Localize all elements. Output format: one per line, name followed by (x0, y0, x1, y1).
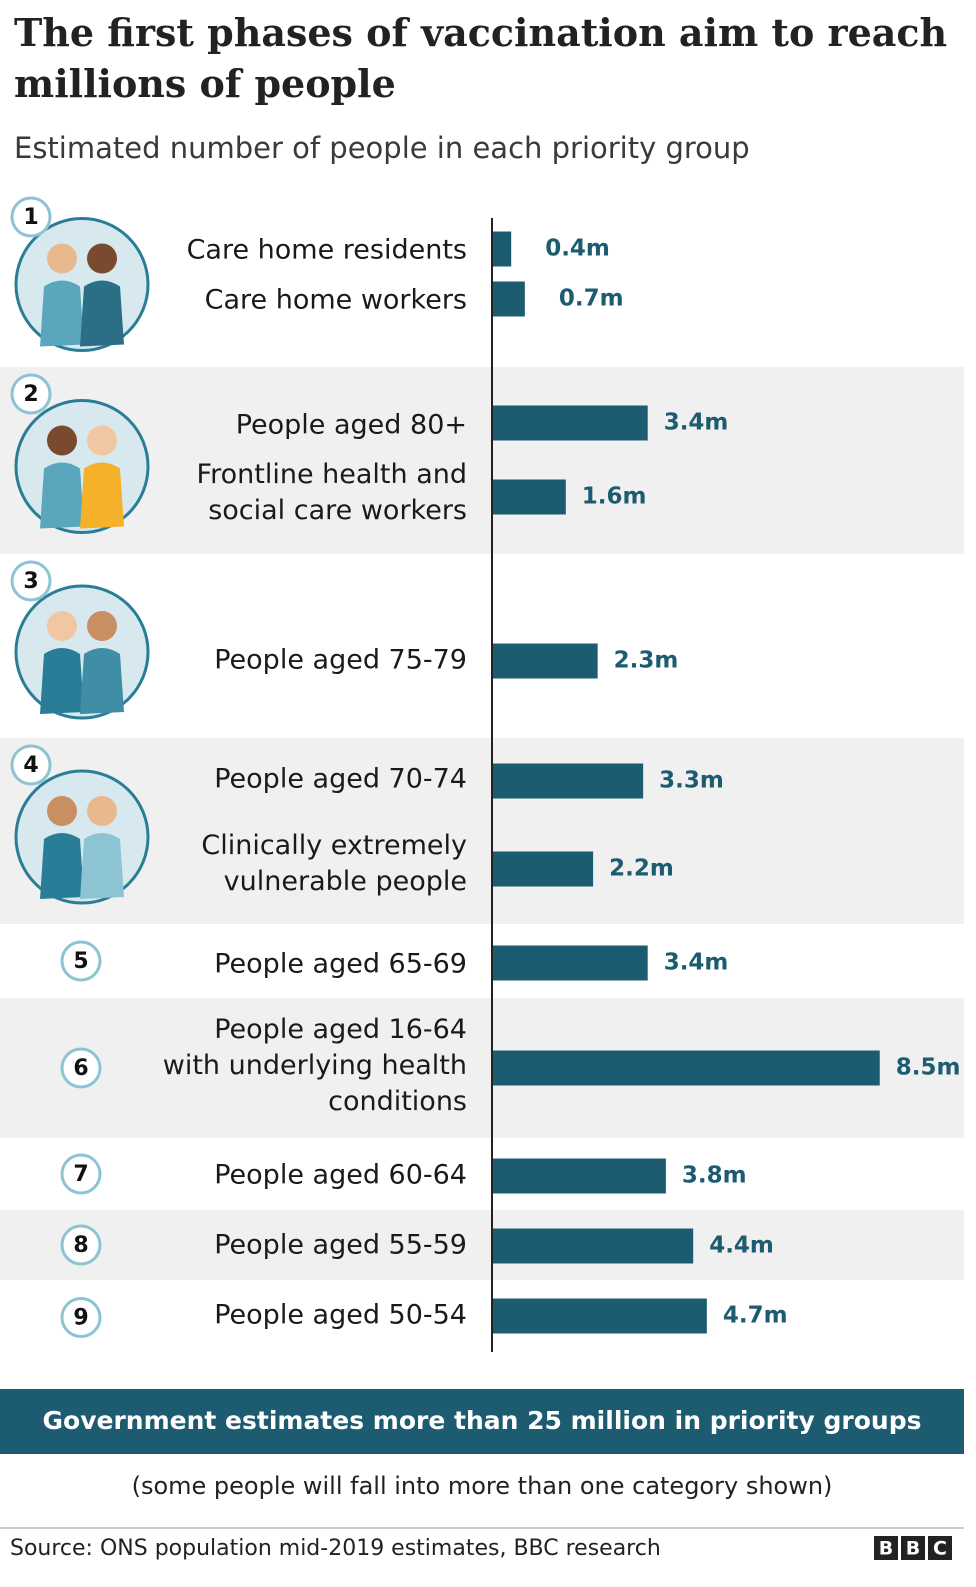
bar (493, 1298, 707, 1334)
figure-body (80, 462, 124, 529)
bar (493, 1050, 880, 1086)
bar (493, 405, 648, 441)
figure-head (87, 425, 117, 456)
logo-block (901, 1536, 925, 1560)
category-label: People aged 50-54 (214, 1300, 467, 1331)
value-label: 0.7m (559, 286, 624, 312)
figure-body (40, 280, 84, 347)
logo-letter: B (879, 1538, 893, 1560)
figure-head (87, 796, 117, 826)
category-label: People aged 16-64 with underlying health c… (163, 1014, 467, 1117)
group-number: 8 (73, 1233, 88, 1258)
badge-circle (10, 196, 52, 238)
figure-head (47, 611, 77, 641)
value-label: 0.4m (545, 236, 610, 262)
value-label: 2.3m (614, 648, 679, 674)
category-label: Care home workers (205, 285, 467, 316)
bar (493, 479, 566, 515)
group-number: 4 (23, 753, 38, 778)
value-label: 8.5m (896, 1055, 961, 1081)
figure-head (47, 425, 77, 456)
banner (0, 1389, 964, 1454)
figure-head (87, 611, 117, 641)
group-number: 2 (23, 382, 38, 407)
group-number: 5 (73, 949, 88, 974)
category-label: Clinically extremely vulnerable people (201, 830, 467, 897)
value-label: 1.6m (582, 484, 647, 510)
logo-block (928, 1536, 952, 1560)
category-label: People aged 80+ (236, 410, 467, 441)
figure-body (40, 648, 84, 714)
category-label: People aged 70-74 (214, 764, 467, 795)
bar (493, 1228, 694, 1264)
bar (493, 643, 598, 679)
group-icon: 1 (10, 196, 150, 352)
category-label: People aged 60-64 (214, 1160, 467, 1191)
group-number: 7 (73, 1162, 88, 1187)
value-label: 2.2m (609, 856, 674, 882)
figure-head (47, 796, 77, 826)
figure-body (80, 833, 124, 899)
figure-body (40, 462, 84, 529)
badge-circle (60, 1153, 102, 1195)
group-number: 3 (23, 569, 38, 594)
logo-letter: C (933, 1538, 947, 1560)
value-label: 3.8m (682, 1163, 747, 1189)
bar (493, 231, 512, 267)
bar (493, 945, 648, 981)
group-icon: 4 (10, 744, 150, 905)
bar (493, 281, 525, 317)
badge-circle (10, 560, 52, 602)
figure-head (47, 243, 77, 274)
source: Source: ONS population mid-2019 estimate… (10, 1536, 661, 1561)
value-label: 4.7m (723, 1303, 788, 1329)
chart-subtitle: Estimated number of people in each prior… (14, 131, 750, 165)
badge-circle (60, 1047, 102, 1089)
badge-circle (10, 373, 52, 415)
figure-body (40, 833, 84, 899)
value-label: 3.4m (664, 950, 729, 976)
category-label: Frontline health and social care workers (197, 459, 467, 526)
group-number: 9 (73, 1306, 88, 1331)
category-label: People aged 75-79 (214, 645, 467, 676)
badge-circle (60, 1224, 102, 1266)
category-label: People aged 55-59 (214, 1230, 467, 1261)
value-label: 4.4m (709, 1233, 774, 1259)
marks: 1 Care home residents 0.4m Care home worker… (10, 196, 961, 1352)
category-label: Care home residents (187, 235, 467, 266)
logo-block (874, 1536, 898, 1560)
row-band (0, 738, 964, 924)
category-label: People aged 65-69 (214, 949, 467, 980)
row-band (0, 367, 964, 554)
bar (493, 1158, 666, 1194)
badge-circle (60, 940, 102, 982)
group-icon: 3 (10, 560, 150, 720)
badge-circle (60, 1297, 102, 1338)
chart-title-line-1: The first phases of vaccination aim to r… (14, 10, 947, 55)
row-band (0, 1210, 964, 1280)
group-number: 6 (73, 1056, 88, 1081)
value-label: 3.4m (664, 410, 729, 436)
value-label: 3.3m (659, 768, 724, 794)
figure-body (80, 280, 124, 347)
logo-letter: B (906, 1538, 920, 1560)
note: (some people will fall into more than on… (132, 1472, 833, 1500)
badge-circle (10, 744, 52, 786)
chart-title-line-2: millions of people (14, 61, 396, 106)
bar (493, 851, 594, 887)
banner-text: Government estimates more than 25 millio… (43, 1406, 922, 1435)
group-icon: 2 (10, 373, 150, 534)
bar (493, 763, 644, 799)
figure-body (80, 648, 124, 714)
figure-head (87, 243, 117, 274)
group-number: 1 (23, 205, 38, 230)
